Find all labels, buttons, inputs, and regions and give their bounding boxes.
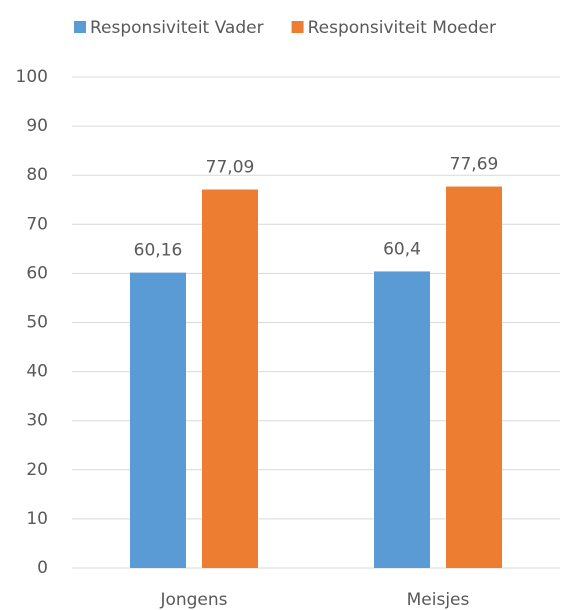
y-tick-label: 10: [26, 509, 48, 529]
data-label: 77,09: [206, 157, 255, 177]
y-tick-label: 0: [37, 558, 48, 578]
bar: [202, 189, 258, 568]
data-label: 60,4: [383, 239, 421, 259]
y-tick-label: 20: [26, 460, 48, 480]
y-tick-label: 40: [26, 362, 48, 382]
legend-swatch: [74, 21, 86, 33]
x-tick-label: Jongens: [159, 590, 227, 610]
y-tick-label: 50: [26, 313, 48, 333]
data-label: 60,16: [134, 241, 183, 261]
y-tick-label: 30: [26, 411, 48, 431]
bar: [446, 186, 502, 568]
y-tick-label: 100: [16, 67, 48, 87]
x-tick-label: Meisjes: [407, 590, 470, 610]
legend-swatch: [291, 21, 304, 33]
y-tick-label: 90: [26, 116, 48, 136]
bar: [374, 271, 430, 568]
legend-label: Responsiviteit Vader: [90, 18, 264, 38]
y-tick-label: 70: [26, 214, 48, 234]
data-label: 77,69: [450, 155, 499, 175]
y-tick-label: 60: [26, 263, 48, 283]
bar: [130, 272, 186, 568]
legend-label: Responsiviteit Moeder: [308, 18, 496, 38]
y-tick-label: 80: [26, 165, 48, 185]
